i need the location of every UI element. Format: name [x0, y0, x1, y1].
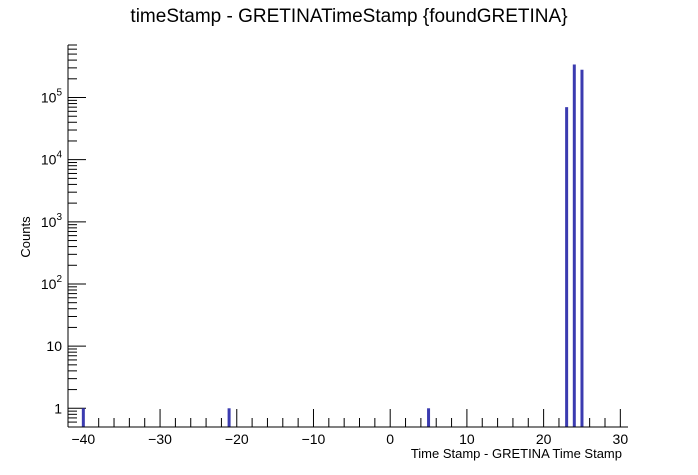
y-tick-label: 105	[41, 88, 63, 106]
histogram-bin	[81, 408, 85, 427]
x-tick-label: 20	[536, 431, 552, 447]
x-axis-title: Time Stamp - GRETINA Time Stamp	[411, 446, 622, 461]
x-tick-label: 10	[459, 431, 475, 447]
x-tick-label: 30	[613, 431, 629, 447]
x-tick-label: −40	[71, 431, 95, 447]
x-tick-label: −10	[302, 431, 326, 447]
histogram-bin	[580, 69, 584, 427]
x-minor-ticks	[67, 418, 606, 427]
x-tick-label: 0	[386, 431, 394, 447]
y-axis-ticks: 1 10 102 103 104 105	[41, 88, 86, 416]
x-tick-label: −30	[148, 431, 172, 447]
histogram-bin	[227, 408, 231, 427]
x-axis-ticks: −40 −30 −20 −10 0 10 20 30	[71, 409, 628, 447]
axes	[67, 45, 628, 428]
histogram-bin	[565, 107, 569, 427]
chart-title: timeStamp - GRETINATimeStamp {foundGRETI…	[130, 6, 568, 27]
y-tick-label: 1	[54, 400, 62, 416]
y-tick-label: 104	[41, 150, 63, 168]
histogram-bin	[427, 408, 431, 427]
y-tick-label: 103	[41, 212, 63, 230]
y-tick-label: 10	[46, 338, 62, 354]
x-tick-label: −20	[225, 431, 249, 447]
histogram-bars	[81, 64, 584, 427]
y-minor-ticks	[68, 44, 77, 428]
y-axis-title: Counts	[18, 216, 33, 258]
y-tick-label: 102	[41, 274, 63, 292]
histogram-bin	[572, 64, 576, 427]
